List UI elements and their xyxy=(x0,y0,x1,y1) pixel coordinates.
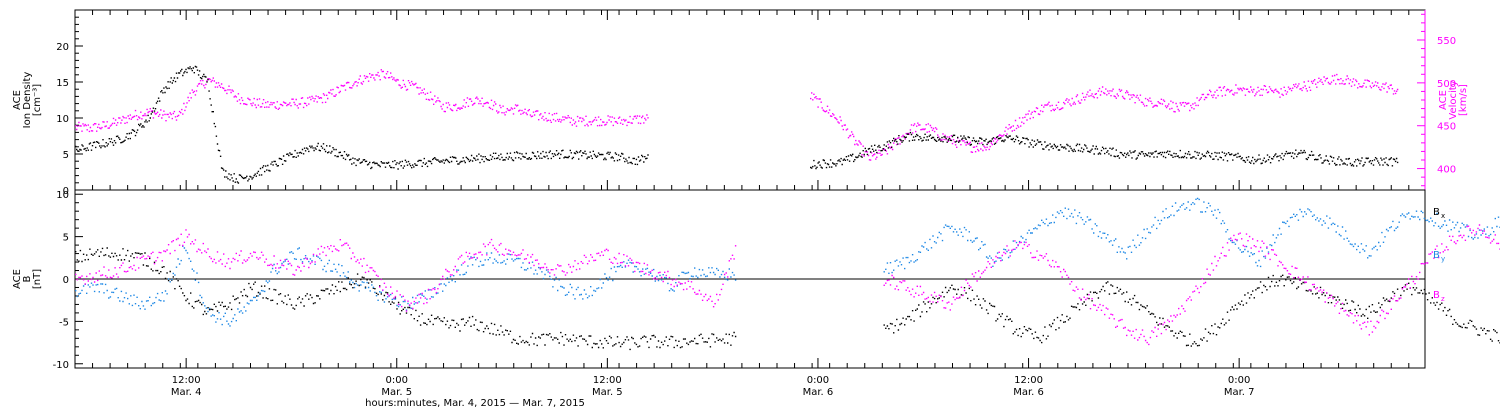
velocity-axis-label: [km/s] xyxy=(1458,84,1469,116)
date-tick-label: Mar. 5 xyxy=(381,387,412,398)
time-tick-label: 0:00 xyxy=(807,375,829,386)
velocity-axis-label: Velocity xyxy=(1448,80,1459,119)
density-tick-label: 0 xyxy=(63,186,69,197)
legend-label: B xyxy=(1433,250,1440,261)
time-tick-label: 0:00 xyxy=(1228,375,1250,386)
density-tick-label: 15 xyxy=(56,78,69,89)
date-tick-label: Mar. 6 xyxy=(803,387,834,398)
field-tick-label: -10 xyxy=(53,360,69,371)
density-axis-label: Ion Density xyxy=(22,72,33,129)
density-tick-label: 10 xyxy=(56,114,69,125)
legend-subscript: z xyxy=(1441,295,1445,303)
field-axis-label: ACE xyxy=(12,269,23,289)
x-axis-label: hours:minutes, Mar. 4, 2015 — Mar. 7, 20… xyxy=(365,398,585,409)
field-series-By xyxy=(75,197,1500,327)
velocity-series xyxy=(75,69,1399,161)
density-axis-label: ACE xyxy=(12,90,23,110)
field-tick-label: -5 xyxy=(59,317,69,328)
date-tick-label: Mar. 5 xyxy=(592,387,623,398)
field-tick-label: 10 xyxy=(56,190,69,201)
date-tick-label: Mar. 4 xyxy=(171,387,202,398)
field-series-Bz xyxy=(75,224,1500,346)
legend-label: B xyxy=(1433,290,1440,301)
field-axis-label: B xyxy=(22,275,33,282)
velocity-tick-label: 550 xyxy=(1437,36,1456,47)
density-tick-label: 5 xyxy=(63,150,69,161)
velocity-tick-label: 450 xyxy=(1437,122,1456,133)
field-axis-label: [nT] xyxy=(32,269,43,289)
time-tick-label: 12:00 xyxy=(172,375,201,386)
date-tick-label: Mar. 7 xyxy=(1224,387,1255,398)
legend-label: B xyxy=(1433,207,1440,218)
density-tick-label: 20 xyxy=(56,42,69,53)
time-tick-label: 12:00 xyxy=(1014,375,1043,386)
time-tick-label: 12:00 xyxy=(593,375,622,386)
plasma-frame xyxy=(74,9,1426,191)
velocity-axis-label: ACE xyxy=(1438,90,1449,110)
date-tick-label: Mar. 6 xyxy=(1013,387,1044,398)
field-tick-label: 0 xyxy=(63,275,69,286)
velocity-tick-label: 500 xyxy=(1437,79,1456,90)
field-tick-label: 5 xyxy=(63,233,69,244)
density-series xyxy=(75,65,1399,184)
legend-subscript: y xyxy=(1441,255,1445,263)
velocity-tick-label: 400 xyxy=(1437,165,1456,176)
legend-subscript: x xyxy=(1441,212,1445,220)
field-series-Bx xyxy=(75,247,1500,351)
time-tick-label: 0:00 xyxy=(386,375,408,386)
density-axis-label: [cm⁻³] xyxy=(32,84,43,116)
